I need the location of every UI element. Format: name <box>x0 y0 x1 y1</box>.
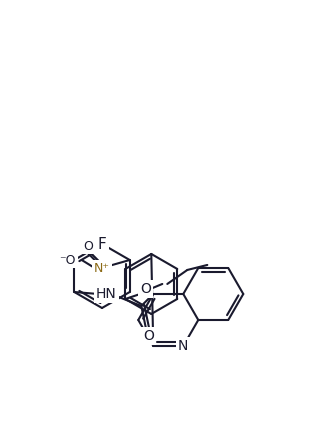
Text: O: O <box>83 240 93 253</box>
Text: F: F <box>98 237 106 252</box>
Text: N: N <box>178 339 188 353</box>
Text: ⁻O: ⁻O <box>59 253 76 267</box>
Text: O: O <box>140 282 151 296</box>
Text: HN: HN <box>96 287 117 301</box>
Text: O: O <box>143 329 154 343</box>
Text: N⁺: N⁺ <box>94 262 110 274</box>
